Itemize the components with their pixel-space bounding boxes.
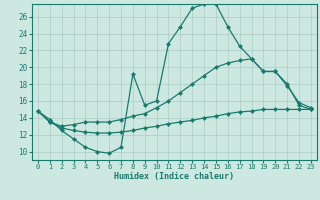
X-axis label: Humidex (Indice chaleur): Humidex (Indice chaleur) (115, 172, 234, 181)
